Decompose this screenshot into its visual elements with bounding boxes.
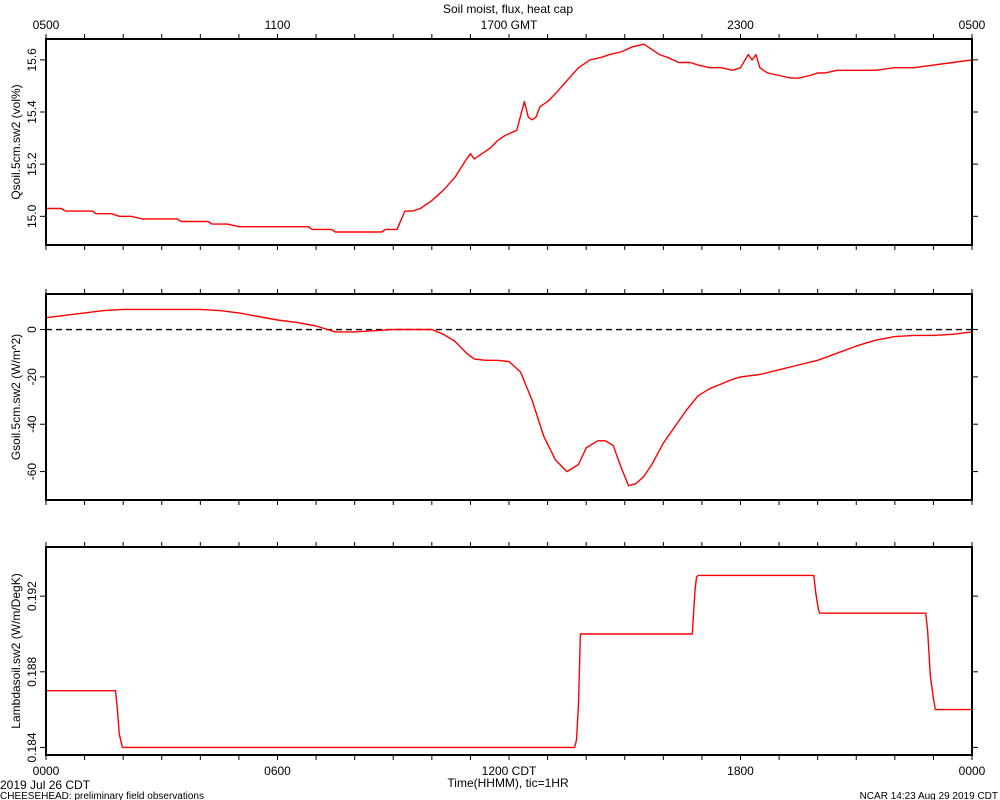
y-tick-label: 0 bbox=[25, 326, 39, 333]
top-tick-label: 0500 bbox=[959, 18, 986, 32]
y-tick-label: -20 bbox=[25, 368, 39, 386]
bottom-tick-label: 1200 CDT bbox=[482, 764, 537, 778]
y-tick-label: 15.0 bbox=[25, 204, 39, 228]
top-tick-label: 0500 bbox=[33, 18, 60, 32]
footer-stamp: NCAR 14:23 Aug 29 2019 CDT bbox=[860, 791, 998, 800]
series-line bbox=[45, 308, 973, 487]
series-line bbox=[46, 43, 973, 233]
y-axis-label: Lambdasoil.sw2 (W/m/DegK) bbox=[9, 573, 23, 728]
series-line bbox=[46, 574, 972, 749]
y-tick-label: 15.2 bbox=[25, 152, 39, 176]
footer-source: CHEESEHEAD: preliminary field observatio… bbox=[0, 791, 204, 800]
y-tick-label: 15.4 bbox=[25, 100, 39, 124]
y-tick-label: 15.6 bbox=[25, 48, 39, 72]
chart-title: Soil moist, flux, heat cap bbox=[443, 2, 573, 16]
panel-frame bbox=[45, 38, 973, 246]
top-tick-label: 1700 GMT bbox=[481, 18, 538, 32]
footer-date: 2019 Jul 26 CDT bbox=[0, 778, 91, 792]
bottom-tick-label: 1800 bbox=[727, 764, 754, 778]
bottom-tick-label: 0000 bbox=[33, 764, 60, 778]
bottom-tick-label: 0600 bbox=[264, 764, 291, 778]
panel-frame bbox=[45, 293, 973, 501]
top-tick-label: 2300 bbox=[727, 18, 754, 32]
y-axis-label: Gsoil.5cm.sw2 (W/m^2) bbox=[9, 334, 23, 460]
top-tick-label: 1100 bbox=[265, 18, 291, 32]
y-tick-label: -40 bbox=[25, 415, 39, 433]
bottom-tick-label: 0000 bbox=[959, 764, 986, 778]
y-tick-label: -60 bbox=[25, 463, 39, 481]
top-gmt-axis: 0500 1100 1700 GMT 2300 0500 bbox=[33, 18, 986, 32]
y-tick-label: 0.188 bbox=[25, 656, 39, 686]
x-axis-label: Time(HHMM), tic=1HR bbox=[447, 776, 569, 790]
y-tick-label: 0.192 bbox=[25, 581, 39, 611]
bottom-cdt-axis: 0000 0600 1200 CDT 1800 0000 bbox=[33, 764, 986, 778]
panel-frame bbox=[45, 546, 973, 756]
y-axis-label: Qsoil.5cm.sw2 (vol%) bbox=[9, 84, 23, 199]
y-tick-label: 0.184 bbox=[25, 732, 39, 762]
